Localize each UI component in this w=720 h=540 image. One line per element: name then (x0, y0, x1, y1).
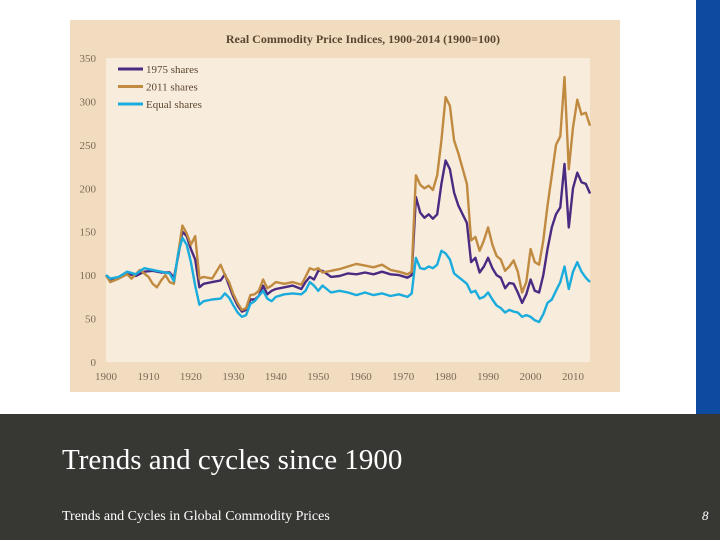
chart-title: Real Commodity Price Indices, 1900-2014 … (226, 32, 500, 46)
series-line-equal-shares (105, 236, 591, 324)
y-tick-label: 200 (80, 183, 97, 195)
x-tick-label: 2000 (520, 371, 543, 383)
chart-svg: Real Commodity Price Indices, 1900-2014 … (70, 20, 620, 392)
legend-label: 2011 shares (146, 82, 198, 94)
x-tick-label: 2010 (562, 371, 585, 383)
series-line-2011-shares (104, 75, 592, 312)
accent-bar (696, 0, 720, 414)
footer-panel (0, 414, 720, 540)
x-tick-label: 1960 (350, 371, 373, 383)
plot-area (106, 58, 590, 362)
x-tick-label: 1910 (137, 371, 160, 383)
x-tick-label: 1990 (477, 371, 500, 383)
y-tick-label: 100 (80, 270, 97, 282)
y-tick-label: 250 (80, 140, 97, 152)
y-tick-label: 350 (80, 53, 97, 65)
x-tick-label: 1980 (435, 371, 458, 383)
y-tick-label: 300 (80, 96, 97, 108)
y-tick-label: 150 (80, 227, 97, 239)
x-tick-label: 1970 (392, 371, 415, 383)
y-tick-label: 0 (91, 357, 97, 369)
legend-label: 1975 shares (146, 64, 198, 76)
page-number: 8 (702, 508, 709, 523)
x-tick-label: 1920 (180, 371, 203, 383)
x-tick-label: 1900 (95, 371, 118, 383)
commodity-price-chart: Real Commodity Price Indices, 1900-2014 … (70, 20, 620, 392)
x-tick-label: 1930 (222, 371, 245, 383)
x-tick-label: 1950 (307, 371, 330, 383)
y-tick-label: 50 (85, 314, 97, 326)
x-tick-label: 1940 (265, 371, 288, 383)
legend-label: Equal shares (146, 99, 202, 111)
slide-title: Trends and cycles since 1900 (62, 444, 403, 476)
series-line-1975-shares (105, 159, 592, 313)
footer-text: Trends and Cycles in Global Commodity Pr… (62, 509, 330, 524)
